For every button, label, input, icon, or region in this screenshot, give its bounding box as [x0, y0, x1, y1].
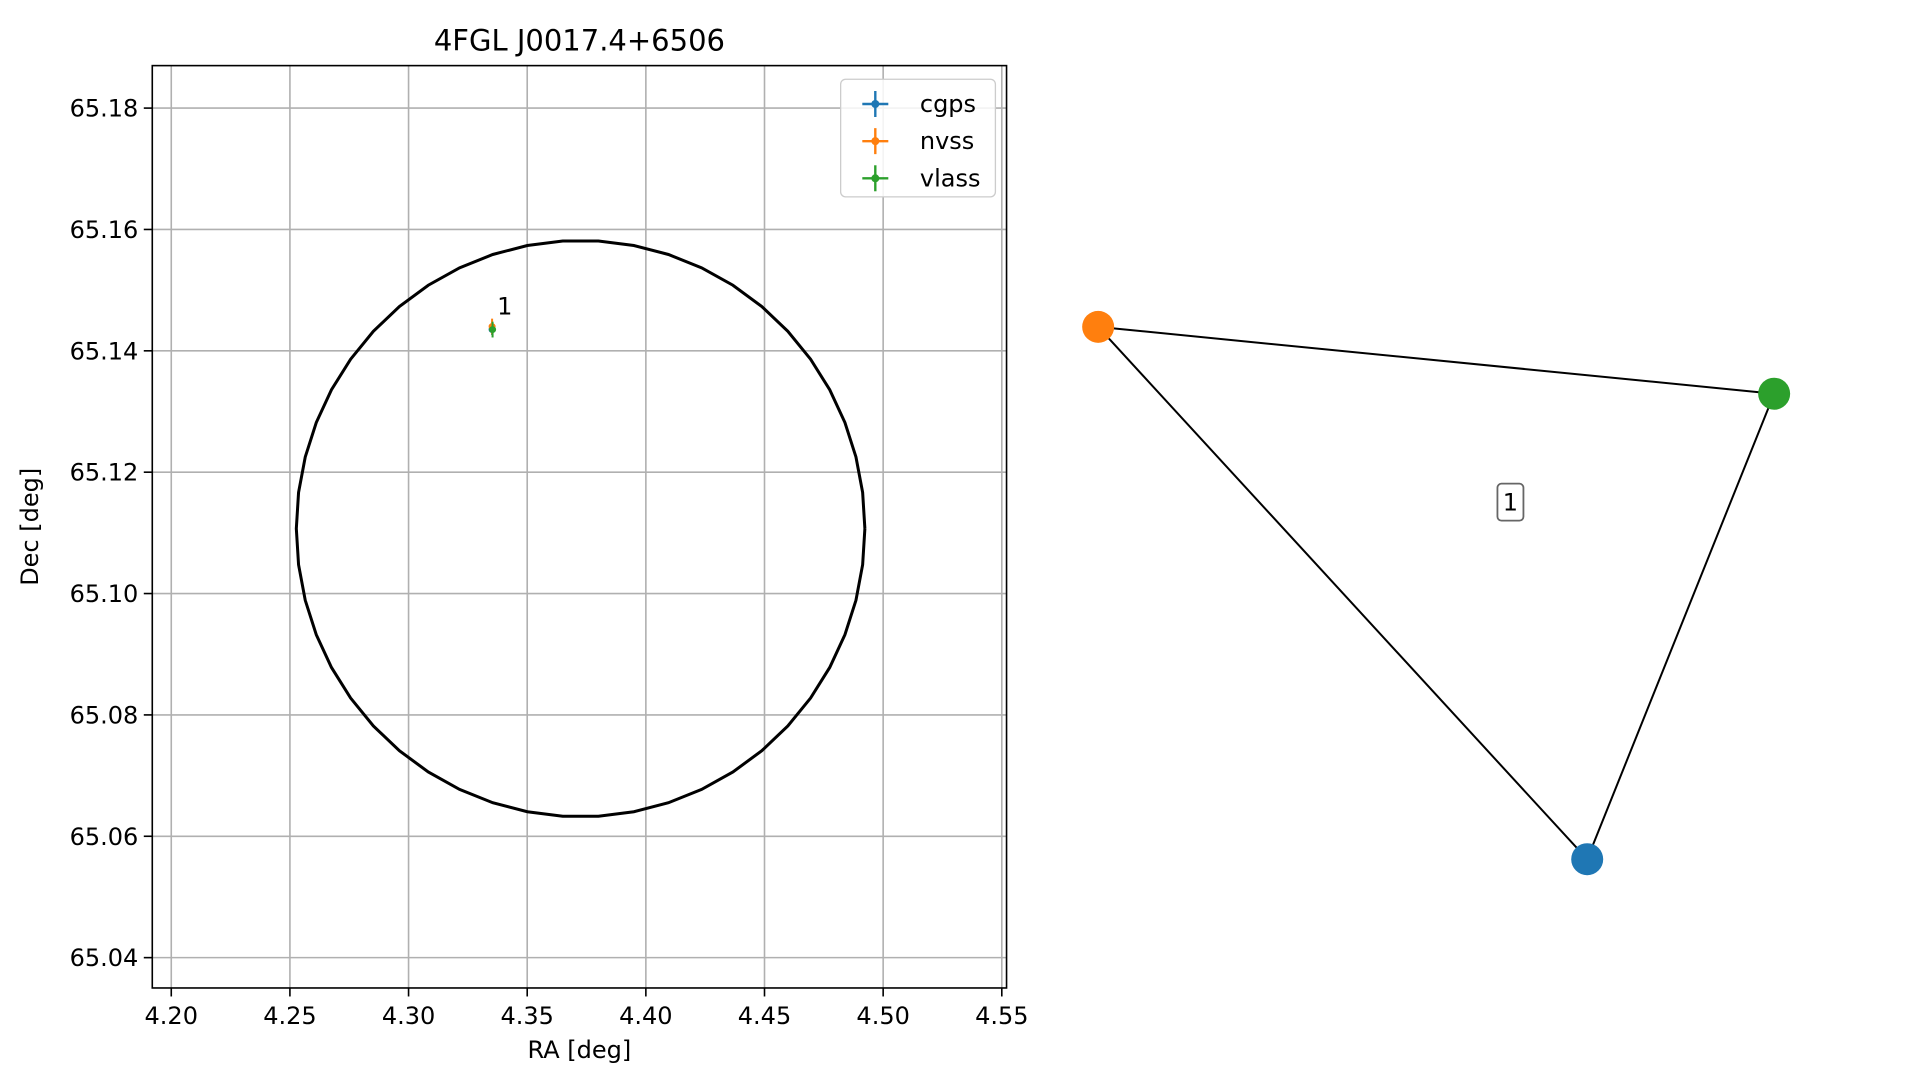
association-graph: 1 — [1082, 310, 1791, 876]
group-label: 1 — [1503, 489, 1518, 517]
x-axis-label: RA [deg] — [528, 1036, 632, 1064]
data-point-vlass — [489, 321, 497, 338]
legend-marker-dot — [871, 99, 880, 108]
group-label-frame — [1496, 482, 1525, 522]
grid — [152, 65, 1007, 988]
data-points: 1 — [488, 293, 512, 338]
y-tick-label: 65.06 — [70, 823, 139, 851]
graph-edges — [1097, 325, 1776, 860]
legend-label: cgps — [920, 90, 976, 118]
graph-node-cgps — [1571, 843, 1604, 876]
x-tick-label: 4.55 — [975, 1002, 1028, 1030]
graph-node-vlass — [1758, 377, 1791, 410]
point-marker — [489, 326, 497, 334]
legend-item-nvss: nvss — [862, 127, 974, 155]
confidence-ellipse — [294, 239, 867, 818]
legend-marker-dot — [871, 137, 880, 146]
y-tick-label: 65.18 — [70, 95, 139, 123]
axis-ticks: 4.20 4.25 4.30 4.35 4.40 4.45 4.50 4.55 65.04 65.… — [70, 95, 1029, 1030]
graph-edge-nvss-vlass — [1098, 325, 1775, 395]
graph-nodes — [1082, 310, 1791, 876]
legend-frame — [839, 78, 997, 198]
x-tick-label: 4.20 — [145, 1002, 198, 1030]
x-tick-label: 4.25 — [263, 1002, 316, 1030]
legend-item-vlass: vlass — [862, 164, 980, 192]
graph-edge-vlass-cgps — [1586, 393, 1776, 860]
y-tick-label: 65.08 — [70, 701, 139, 729]
group-label-box: 1 — [1496, 482, 1525, 522]
chart-title: 4FGL J0017.4+6506 — [434, 24, 725, 58]
legend-label: vlass — [920, 164, 981, 192]
plot-frame — [151, 64, 1008, 989]
legend: cgps nvss vlass — [839, 78, 997, 198]
legend-marker-dot — [871, 174, 880, 183]
x-tick-label: 4.30 — [382, 1002, 435, 1030]
y-tick-label: 65.16 — [70, 216, 139, 244]
confidence-ellipse-layer — [294, 239, 867, 818]
legend-item-cgps: cgps — [862, 90, 976, 118]
point-annotation: 1 — [497, 293, 512, 321]
legend-label: nvss — [920, 127, 974, 155]
x-tick-label: 4.35 — [500, 1002, 553, 1030]
x-tick-label: 4.40 — [619, 1002, 672, 1030]
y-tick-label: 65.10 — [70, 580, 139, 608]
graph-edge-nvss-cgps — [1097, 326, 1588, 860]
x-tick-label: 4.50 — [856, 1002, 909, 1030]
y-axis-label: Dec [deg] — [16, 468, 44, 586]
x-tick-label: 4.45 — [738, 1002, 791, 1030]
y-tick-label: 65.12 — [70, 459, 139, 487]
y-tick-label: 65.04 — [70, 944, 139, 972]
sky-plot: 4.20 4.25 4.30 4.35 4.40 4.45 4.50 4.55 65.04 65.… — [16, 24, 1029, 1064]
y-tick-label: 65.14 — [70, 337, 139, 365]
graph-node-nvss — [1082, 310, 1115, 343]
